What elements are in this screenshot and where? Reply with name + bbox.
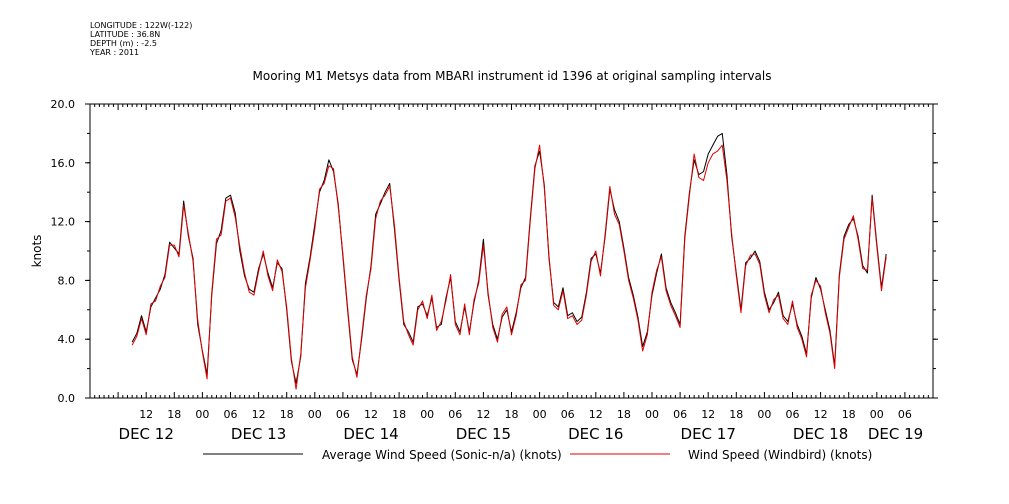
x-hour-tick-label: 06 <box>561 408 575 421</box>
x-hour-tick-label: 06 <box>448 408 462 421</box>
x-hour-tick-label: 18 <box>842 408 856 421</box>
x-hour-tick-label: 00 <box>645 408 659 421</box>
x-hour-tick-label: 18 <box>505 408 519 421</box>
x-axis: 12 18 00 06 12 18 00 06 12 18 00 06 12 18 00 06 12 18 00 06… <box>119 408 924 443</box>
y-tick-label: 12.0 <box>51 216 76 229</box>
x-hour-tick-label: 00 <box>533 408 547 421</box>
x-hour-tick-label: 18 <box>729 408 743 421</box>
x-hour-tick-label: 12 <box>814 408 828 421</box>
x-hour-tick-label: 18 <box>280 408 294 421</box>
station-metadata: LONGITUDE : 122W(-122) LATITUDE : 36.8N … <box>90 21 192 57</box>
x-hour-tick-label: 12 <box>252 408 266 421</box>
x-hour-tick-label: 12 <box>476 408 490 421</box>
x-hour-tick-label: 00 <box>308 408 322 421</box>
x-hour-tick-label: 12 <box>589 408 603 421</box>
longitude-label: LONGITUDE : 122W(-122) <box>90 21 193 30</box>
depth-label: DEPTH (m) : -2.5 <box>90 39 157 48</box>
y-axis: 0.0 4.0 8.0 12.0 16.0 20.0 <box>51 98 938 405</box>
x-hour-tick-label: 12 <box>139 408 153 421</box>
x-hour-tick-label: 18 <box>617 408 631 421</box>
x-hour-tick-label: 18 <box>392 408 406 421</box>
legend-label-average-wind: Average Wind Speed (Sonic-n/a) (knots) <box>322 448 562 462</box>
x-hour-tick-label: 06 <box>898 408 912 421</box>
y-tick-label: 4.0 <box>58 333 76 346</box>
series-layer <box>131 132 887 390</box>
x-hour-tick-label: 18 <box>167 408 181 421</box>
x-hour-tick-label: 12 <box>364 408 378 421</box>
x-hour-tick-label: 00 <box>195 408 209 421</box>
x-day-label: DEC 19 <box>868 425 923 443</box>
chart-title: Mooring M1 Metsys data from MBARI instru… <box>253 69 772 83</box>
legend: Average Wind Speed (Sonic-n/a) (knots) W… <box>203 448 872 462</box>
x-day-label: DEC 17 <box>681 425 736 443</box>
y-tick-label: 20.0 <box>51 98 76 111</box>
x-hour-tick-label: 12 <box>701 408 715 421</box>
legend-label-windbird: Wind Speed (Windbird) (knots) <box>688 448 872 462</box>
x-hour-tick-label: 00 <box>757 408 771 421</box>
x-day-label: DEC 13 <box>231 425 286 443</box>
x-hour-tick-label: 06 <box>673 408 687 421</box>
x-day-label: DEC 12 <box>119 425 174 443</box>
x-hour-tick-label: 06 <box>786 408 800 421</box>
x-hour-tick-label: 00 <box>420 408 434 421</box>
x-hour-tick-label: 06 <box>336 408 350 421</box>
x-day-label: DEC 18 <box>793 425 848 443</box>
y-tick-label: 16.0 <box>51 157 76 170</box>
y-axis-label: knots <box>30 235 44 268</box>
y-tick-label: 8.0 <box>58 274 76 287</box>
latitude-label: LATITUDE : 36.8N <box>90 30 161 39</box>
x-hour-tick-label: 06 <box>224 408 238 421</box>
series-line-windbird <box>131 144 887 390</box>
x-day-label: DEC 15 <box>456 425 511 443</box>
minor-ticks <box>89 104 934 398</box>
year-label: YEAR : 2011 <box>90 48 140 57</box>
x-day-label: DEC 14 <box>343 425 398 443</box>
series-line-average-wind <box>131 132 887 384</box>
y-tick-label: 0.0 <box>58 392 76 405</box>
x-hour-tick-label: 00 <box>870 408 884 421</box>
x-day-label: DEC 16 <box>568 425 623 443</box>
